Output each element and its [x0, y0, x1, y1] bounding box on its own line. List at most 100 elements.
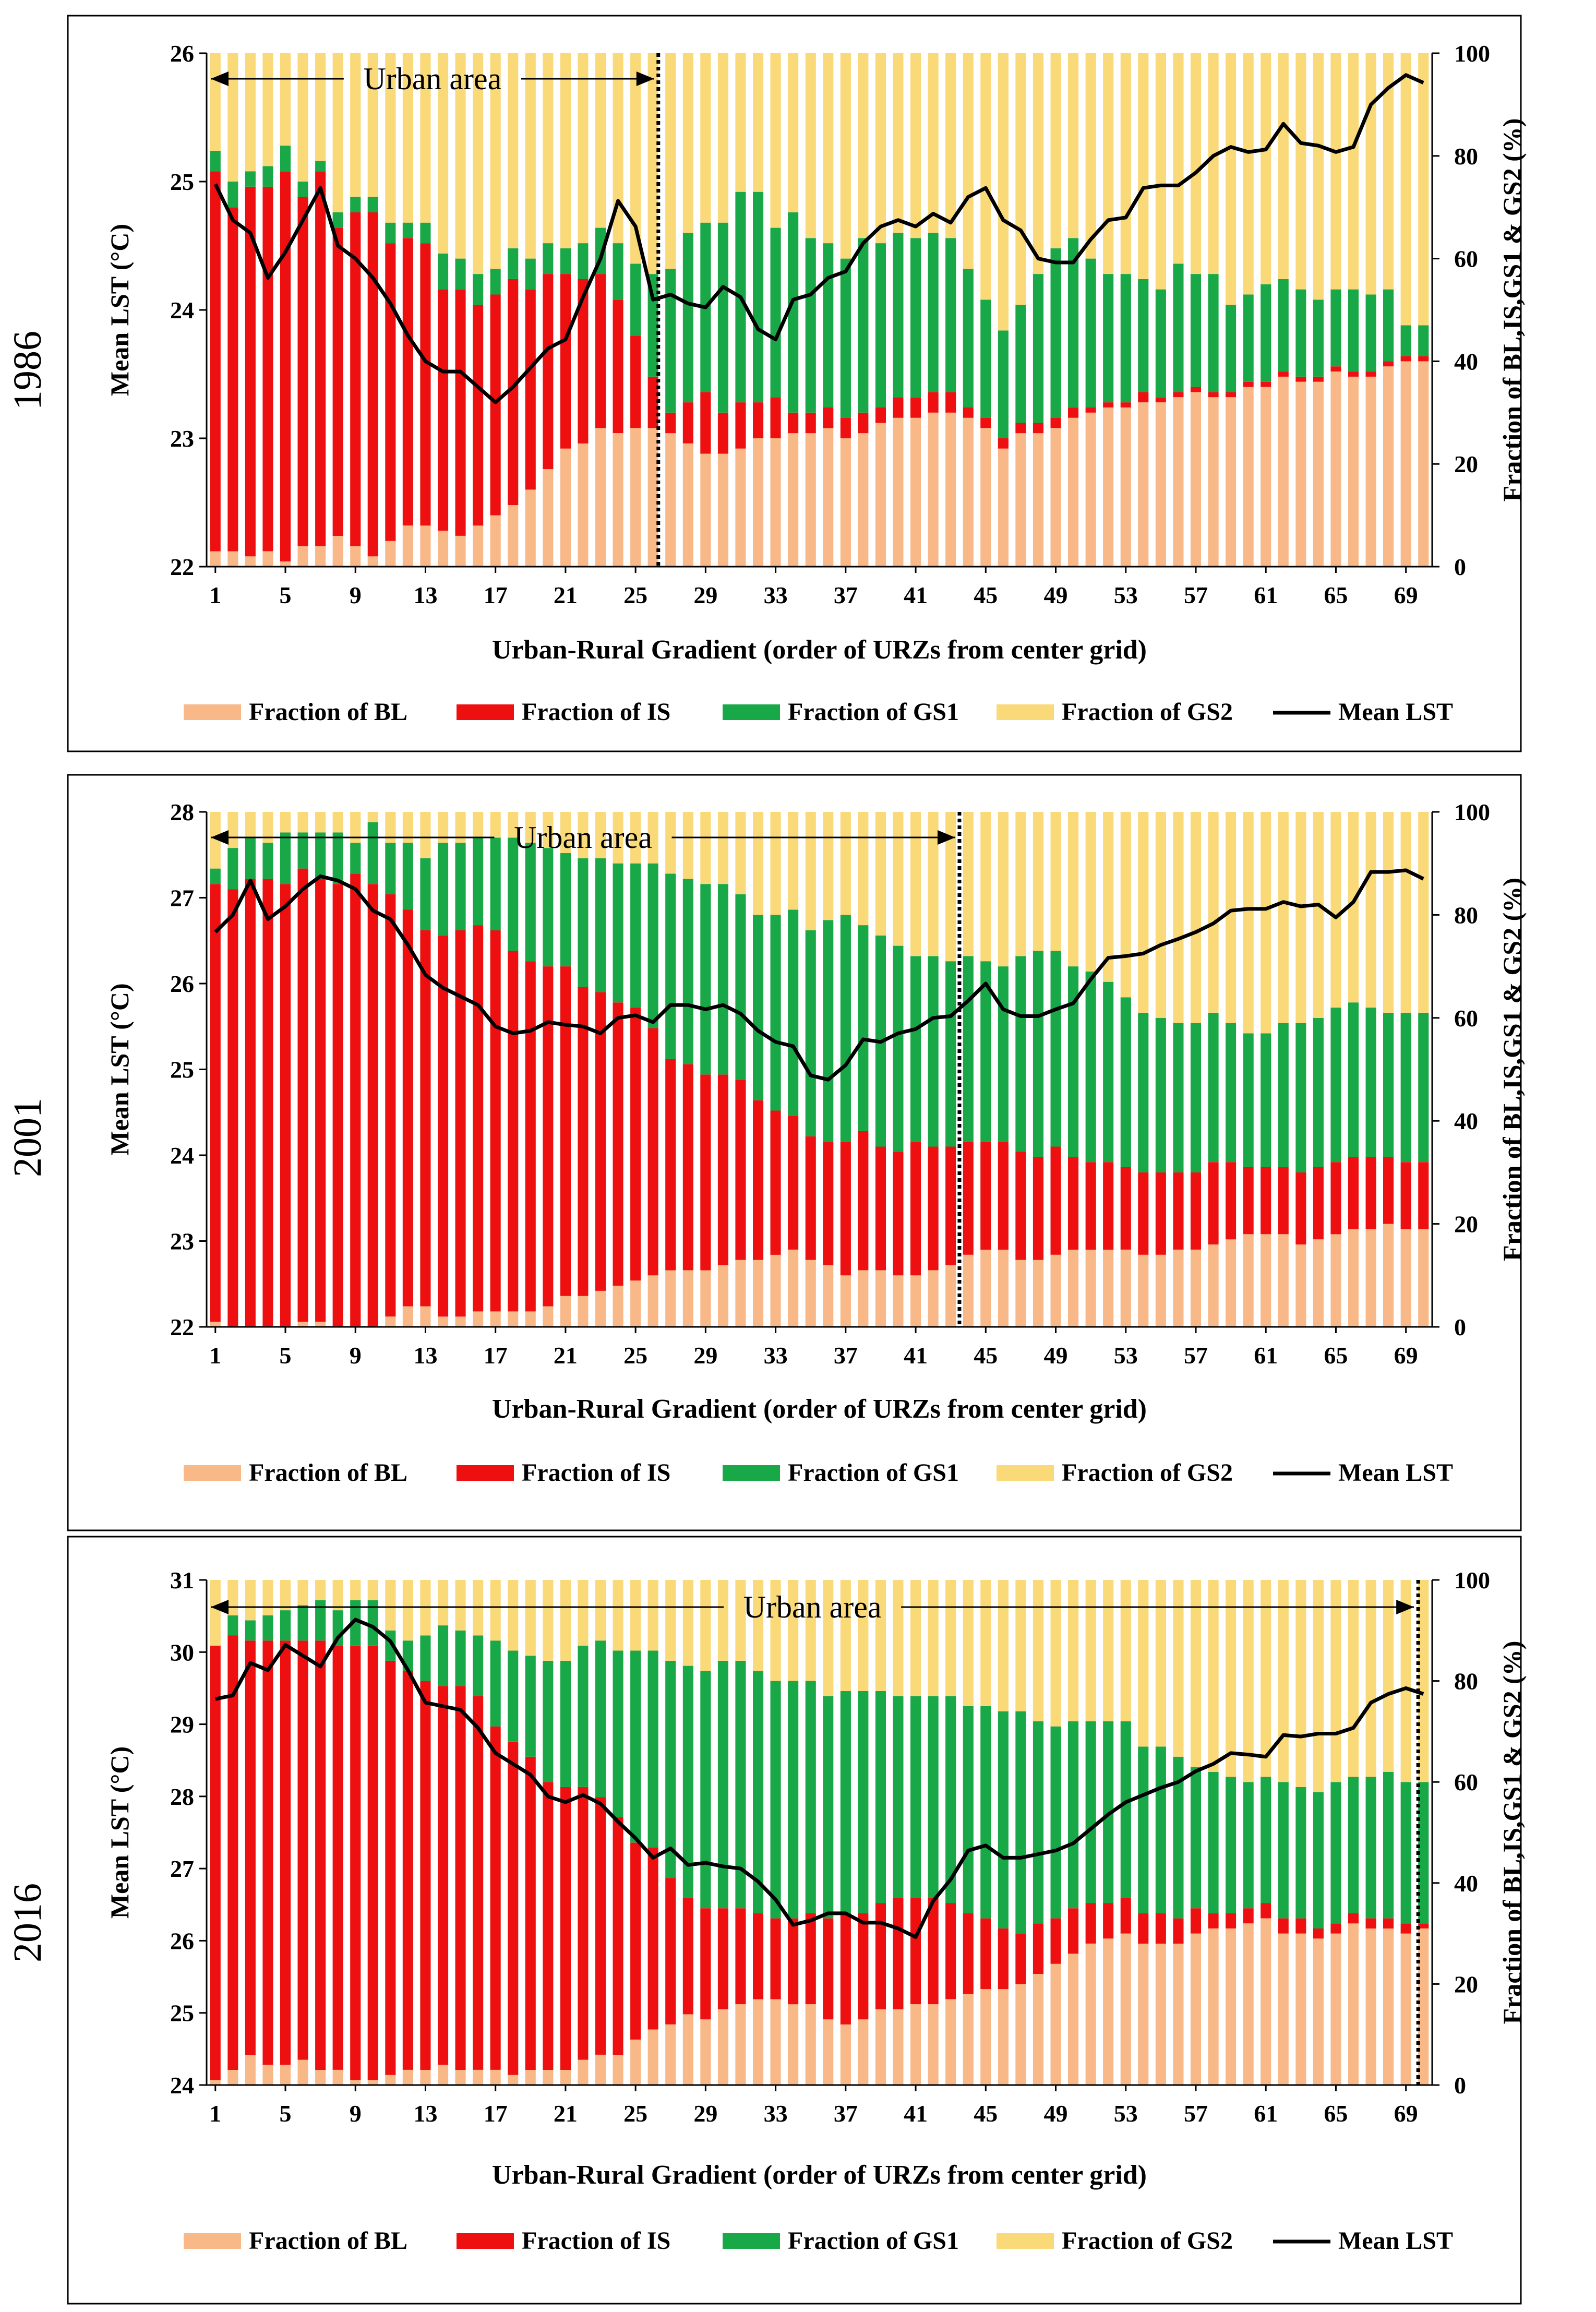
bar-bl-30: [717, 453, 728, 567]
bar-is-43: [945, 392, 956, 413]
x-tick-label: 25: [623, 2100, 647, 2127]
bar-gs2-43: [945, 1580, 956, 1696]
bar-gs1-20: [543, 1660, 554, 1782]
bar-gs2-31: [735, 53, 746, 192]
bar-gs2-39: [875, 812, 886, 936]
bar-gs1-38: [858, 925, 869, 1131]
bar-is-9: [350, 212, 361, 546]
bar-is-50: [1068, 408, 1079, 418]
bar-bl-23: [595, 2054, 606, 2085]
bar-gs1-23: [595, 858, 606, 992]
bar-is-62: [1278, 1167, 1289, 1235]
bar-gs2-3: [245, 812, 256, 838]
bar-bl-39: [875, 423, 886, 567]
bar-is-42: [928, 1898, 939, 2005]
bar-is-30: [717, 412, 728, 454]
bar-is-16: [473, 925, 484, 1312]
bar-gs2-51: [1085, 812, 1096, 972]
bar-gs2-16: [473, 53, 484, 274]
x-tick-label: 65: [1324, 2100, 1348, 2127]
bar-gs2-19: [525, 812, 536, 843]
bar-is-3: [245, 186, 256, 557]
bar-is-14: [438, 289, 449, 531]
bar-bl-19: [525, 2070, 536, 2085]
bar-gs1-50: [1068, 1721, 1079, 1909]
bar-bl-8: [332, 536, 343, 567]
bar-gs2-62: [1278, 812, 1289, 1023]
bar-gs2-22: [578, 1580, 589, 1646]
bar-bl-4: [262, 551, 273, 567]
bar-gs2-48: [1033, 812, 1043, 951]
bar-is-30: [717, 1074, 728, 1265]
bar-gs1-15: [455, 258, 466, 290]
urban-arrow-right-head: [937, 830, 955, 845]
bar-bl-23: [595, 1290, 606, 1327]
bar-is-37: [840, 417, 851, 438]
bar-gs1-2: [227, 848, 238, 890]
legend-label-is: Fraction of IS: [522, 698, 670, 726]
bar-is-63: [1295, 1918, 1306, 1934]
right-tick-label: 40: [1454, 1108, 1478, 1134]
bar-bl-40: [893, 417, 904, 567]
left-tick-label: 22: [170, 554, 194, 580]
bars-group: [210, 1580, 1429, 2085]
legend-label-bl: Fraction of BL: [249, 2227, 407, 2255]
bar-gs1-32: [753, 1671, 764, 1913]
bar-gs2-2: [227, 53, 238, 182]
bar-bl-20: [543, 469, 554, 567]
bar-bl-27: [665, 1270, 676, 1327]
bar-gs2-8: [332, 812, 343, 833]
bar-gs1-5: [280, 832, 291, 884]
bar-gs1-36: [823, 920, 834, 1142]
bar-is-11: [385, 243, 396, 541]
bar-is-8: [332, 884, 343, 1327]
bar-is-59: [1226, 1913, 1237, 1928]
bar-gs1-18: [508, 1650, 519, 1742]
bar-bl-60: [1243, 1234, 1254, 1327]
bar-is-54: [1138, 1172, 1149, 1255]
x-tick-label: 61: [1254, 582, 1278, 608]
bar-is-9: [350, 1645, 361, 2080]
bar-gs1-58: [1208, 1012, 1219, 1163]
bar-gs2-21: [560, 53, 571, 248]
chart-border: [67, 1536, 1522, 2305]
x-tick-label: 37: [834, 582, 858, 608]
bar-gs2-64: [1313, 53, 1324, 300]
bar-gs2-28: [682, 1580, 693, 1666]
bar-gs1-60: [1243, 294, 1254, 382]
bar-gs1-27: [665, 269, 676, 413]
bar-bl-17: [490, 515, 501, 567]
legend-swatch-gs1: [723, 2233, 780, 2249]
bar-bl-56: [1173, 397, 1184, 567]
bar-gs1-13: [420, 222, 431, 244]
bar-gs1-1: [210, 151, 221, 172]
bar-is-23: [595, 274, 606, 428]
x-tick-label: 45: [974, 1342, 998, 1369]
bar-gs1-32: [753, 915, 764, 1100]
bar-bl-26: [647, 2029, 658, 2085]
bar-bl-61: [1261, 387, 1271, 567]
bar-is-7: [315, 879, 326, 1322]
bar-gs2-50: [1068, 53, 1079, 238]
urban-arrow-left-head: [211, 71, 229, 86]
bar-is-70: [1418, 1162, 1429, 1229]
bar-gs2-32: [753, 812, 764, 915]
bar-is-66: [1348, 372, 1359, 377]
bar-gs1-40: [893, 233, 904, 398]
bar-gs1-28: [682, 1666, 693, 1898]
bar-bl-33: [770, 1999, 781, 2085]
bar-bl-18: [508, 505, 519, 567]
bar-gs2-25: [630, 53, 641, 264]
bar-gs2-35: [805, 53, 816, 238]
bar-bl-17: [490, 1311, 501, 1327]
bar-bl-47: [1015, 433, 1026, 567]
bar-gs2-34: [788, 53, 799, 212]
left-tick-label: 22: [170, 1314, 194, 1340]
bar-bl-52: [1103, 1938, 1114, 2085]
left-tick-label: 23: [170, 425, 194, 452]
bar-gs2-40: [893, 53, 904, 233]
right-tick-label: 40: [1454, 348, 1478, 375]
bar-is-47: [1015, 1152, 1026, 1260]
bar-bl-24: [613, 1286, 623, 1327]
bar-is-35: [805, 1913, 816, 2005]
